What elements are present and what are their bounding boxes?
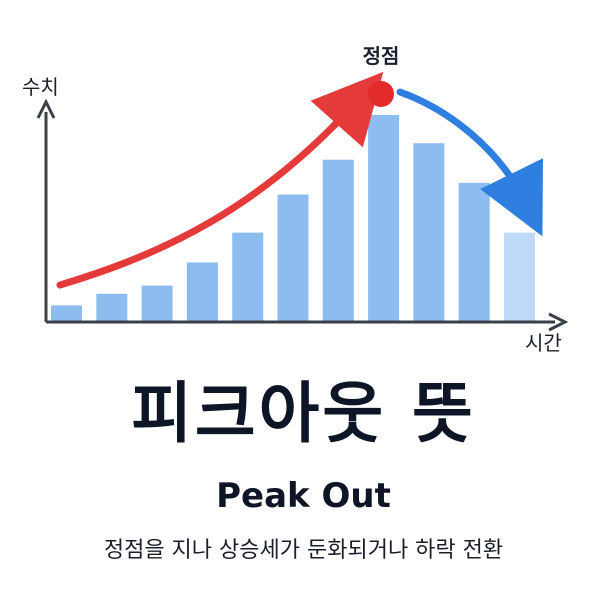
bar-3 — [141, 285, 173, 322]
chart: 정점 수치 시간 — [22, 44, 569, 355]
bar-2 — [96, 293, 128, 322]
bar-5 — [232, 232, 264, 322]
bar-7 — [322, 159, 354, 322]
bar-4 — [186, 262, 218, 322]
x-axis-arrowhead — [548, 312, 569, 332]
bar-10 — [458, 182, 490, 322]
bar-11 — [504, 232, 535, 322]
definition-text: 정점을 지나 상승세가 둔화되거나 하락 전환 — [103, 538, 504, 563]
y-axis-arrowhead — [36, 98, 56, 119]
english-subtitle: Peak Out — [216, 476, 391, 516]
downtrend-arrow — [396, 88, 543, 237]
page-title: 피크아웃 뜻 — [131, 375, 476, 452]
peak-dot — [368, 81, 394, 107]
uptrend-arrow — [56, 71, 384, 289]
bar-8 — [368, 115, 400, 322]
bar-series — [51, 115, 535, 322]
x-axis-label: 시간 — [525, 331, 562, 355]
bar-6 — [277, 194, 309, 322]
y-axis-label: 수치 — [22, 75, 59, 99]
bar-1 — [51, 305, 82, 322]
bar-9 — [413, 143, 445, 322]
peak-label: 정점 — [363, 44, 400, 68]
